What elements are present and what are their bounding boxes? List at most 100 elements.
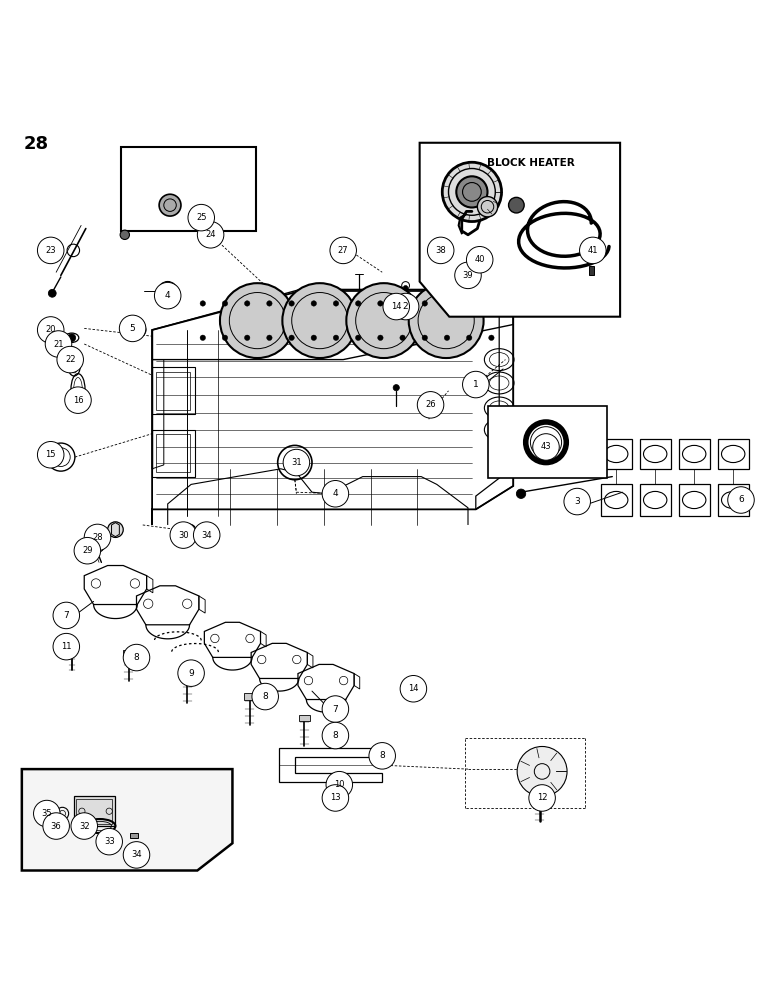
Circle shape	[283, 449, 310, 476]
Bar	[299, 714, 310, 721]
Circle shape	[456, 176, 488, 208]
Text: 40: 40	[474, 255, 485, 264]
Circle shape	[123, 842, 150, 868]
Circle shape	[442, 162, 502, 222]
Circle shape	[427, 237, 454, 264]
Circle shape	[326, 771, 353, 798]
Circle shape	[289, 335, 294, 340]
Circle shape	[244, 335, 250, 340]
Circle shape	[455, 262, 481, 289]
Text: 8: 8	[262, 692, 268, 701]
Text: 5: 5	[129, 324, 136, 333]
Text: 8: 8	[379, 751, 385, 760]
Circle shape	[463, 371, 489, 398]
Circle shape	[346, 283, 421, 358]
Polygon shape	[589, 266, 594, 275]
Circle shape	[424, 399, 437, 411]
Circle shape	[220, 283, 295, 358]
Circle shape	[43, 802, 51, 810]
Circle shape	[222, 301, 228, 306]
Text: 32: 32	[79, 822, 90, 831]
Text: 22: 22	[65, 355, 76, 364]
Circle shape	[68, 334, 76, 342]
Circle shape	[564, 488, 590, 515]
Text: 21: 21	[53, 340, 64, 349]
Text: 4: 4	[165, 291, 171, 300]
Circle shape	[53, 633, 80, 660]
Circle shape	[252, 683, 278, 710]
Text: 8: 8	[332, 731, 339, 740]
Circle shape	[378, 301, 383, 306]
Text: 14: 14	[391, 302, 402, 311]
Circle shape	[728, 487, 754, 513]
Circle shape	[74, 537, 101, 564]
Circle shape	[289, 301, 294, 306]
Circle shape	[43, 813, 69, 839]
Bar	[152, 367, 195, 414]
Circle shape	[200, 301, 206, 306]
Bar	[76, 799, 112, 824]
Circle shape	[488, 301, 495, 306]
Text: 12: 12	[537, 793, 548, 802]
Circle shape	[392, 293, 419, 320]
Circle shape	[322, 481, 349, 507]
Circle shape	[400, 335, 406, 340]
Text: 26: 26	[425, 400, 436, 409]
Circle shape	[188, 204, 214, 231]
Circle shape	[517, 746, 567, 796]
Circle shape	[48, 289, 56, 297]
Circle shape	[445, 301, 450, 306]
Circle shape	[466, 301, 472, 306]
Circle shape	[509, 197, 524, 213]
Circle shape	[120, 230, 129, 239]
Circle shape	[322, 722, 349, 749]
Circle shape	[378, 335, 383, 340]
Circle shape	[580, 237, 606, 264]
Text: 2: 2	[402, 302, 409, 311]
Circle shape	[65, 387, 91, 413]
Circle shape	[356, 335, 361, 340]
Text: 39: 39	[463, 271, 473, 280]
Circle shape	[154, 282, 181, 309]
Circle shape	[37, 317, 64, 343]
Text: 6: 6	[738, 495, 744, 504]
Circle shape	[533, 434, 559, 460]
Circle shape	[37, 442, 64, 468]
Circle shape	[393, 385, 399, 391]
Circle shape	[311, 335, 317, 340]
Circle shape	[71, 813, 98, 839]
Text: 8: 8	[133, 653, 140, 662]
Circle shape	[200, 335, 206, 340]
Circle shape	[422, 335, 427, 340]
Circle shape	[57, 346, 83, 373]
Circle shape	[356, 301, 361, 306]
Circle shape	[123, 644, 150, 671]
Text: BLOCK HEATER: BLOCK HEATER	[487, 158, 574, 168]
Circle shape	[330, 237, 356, 264]
Circle shape	[84, 524, 111, 551]
Circle shape	[322, 696, 349, 722]
Text: 16: 16	[73, 396, 83, 405]
Circle shape	[409, 283, 484, 358]
Text: 34: 34	[131, 850, 142, 859]
Text: 31: 31	[291, 458, 302, 467]
Circle shape	[369, 743, 395, 769]
Bar	[68, 640, 76, 644]
Bar	[156, 434, 190, 472]
Circle shape	[37, 237, 64, 264]
Circle shape	[400, 676, 427, 702]
Circle shape	[267, 335, 272, 340]
Bar	[123, 650, 134, 656]
Circle shape	[529, 785, 555, 811]
Circle shape	[311, 301, 317, 306]
Circle shape	[445, 335, 450, 340]
Circle shape	[322, 785, 349, 811]
Text: 14: 14	[408, 684, 419, 693]
Text: 38: 38	[435, 246, 446, 255]
Circle shape	[108, 522, 123, 537]
Bar	[182, 672, 193, 678]
Circle shape	[403, 286, 408, 290]
Text: 41: 41	[587, 246, 598, 255]
Text: 24: 24	[205, 230, 216, 239]
Text: 27: 27	[338, 246, 349, 255]
